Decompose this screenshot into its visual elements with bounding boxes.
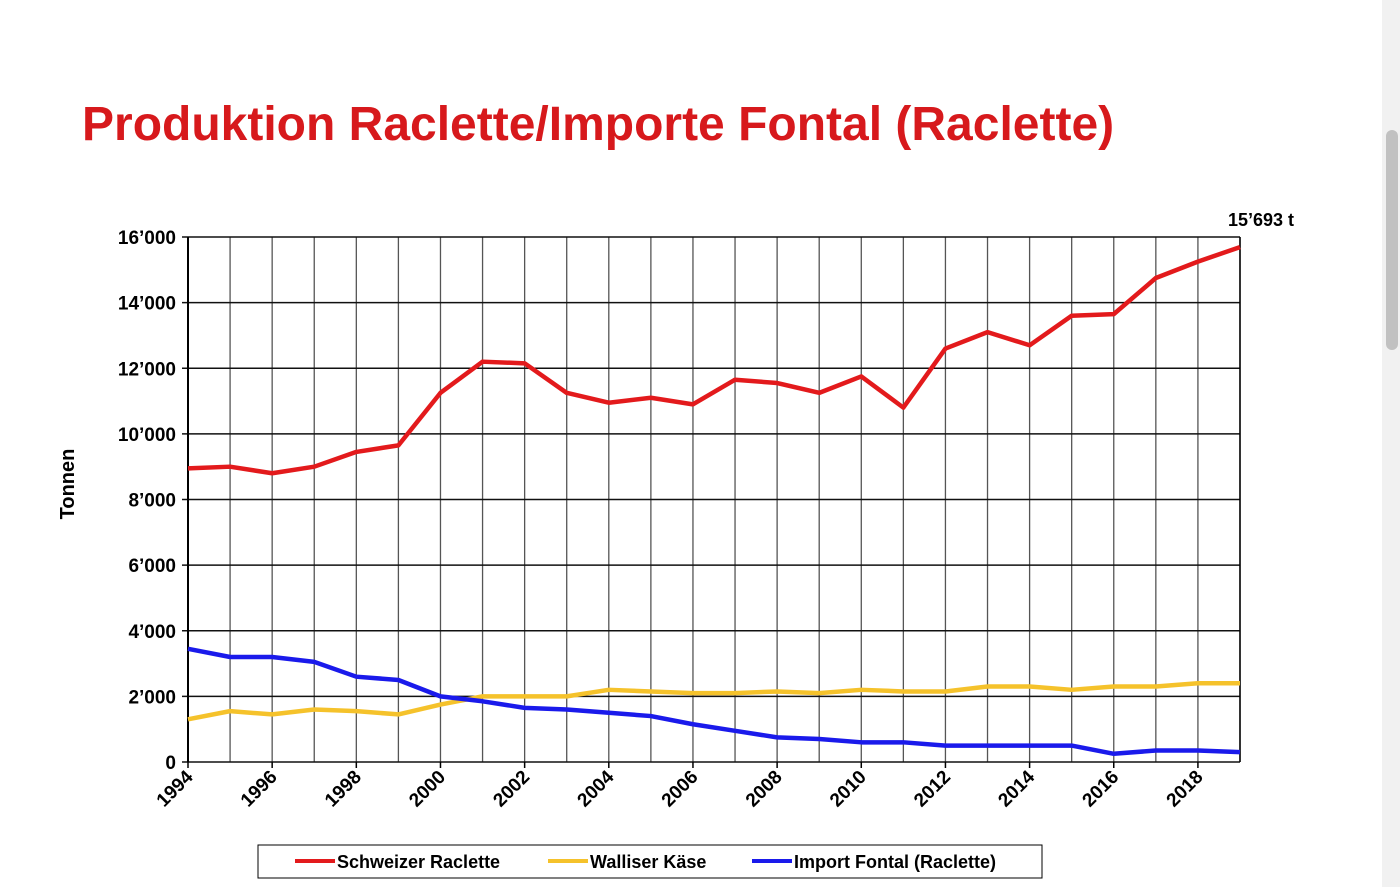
chart-title: Produktion Raclette/Importe Fontal (Racl… bbox=[82, 98, 1114, 151]
y-tick-label: 8’000 bbox=[128, 491, 176, 512]
legend-label: Import Fontal (Raclette) bbox=[794, 852, 996, 872]
x-tick-label: 2002 bbox=[489, 767, 534, 812]
legend-label: Schweizer Raclette bbox=[337, 852, 500, 872]
x-tick-label: 2000 bbox=[405, 767, 450, 812]
legend-label: Walliser Käse bbox=[590, 852, 706, 872]
y-tick-label: 0 bbox=[165, 753, 176, 774]
x-tick-label: 2012 bbox=[910, 767, 955, 812]
x-tick-label: 2006 bbox=[658, 767, 703, 812]
series-line bbox=[187, 646, 1241, 757]
y-tick-label: 2’000 bbox=[128, 687, 176, 708]
x-tick-label: 2004 bbox=[574, 766, 619, 811]
y-axis-label: Tonnen bbox=[57, 449, 79, 520]
x-tick-label: 2016 bbox=[1079, 767, 1124, 812]
x-tick-label: 2014 bbox=[994, 766, 1039, 811]
y-tick-label: 14’000 bbox=[118, 294, 176, 315]
series-line bbox=[187, 681, 1240, 722]
y-tick-label: 10’000 bbox=[118, 425, 176, 446]
y-tick-label: 6’000 bbox=[128, 556, 176, 577]
x-tick-label: 2010 bbox=[826, 767, 871, 812]
scrollbar-thumb[interactable] bbox=[1386, 130, 1398, 350]
series-line bbox=[187, 244, 1241, 476]
annotation: 15’693 t bbox=[1228, 210, 1294, 230]
x-tick-label: 1998 bbox=[321, 767, 366, 812]
x-tick-label: 2008 bbox=[742, 767, 787, 812]
y-tick-label: 4’000 bbox=[128, 622, 176, 643]
x-tick-label: 1996 bbox=[237, 767, 282, 812]
legend bbox=[257, 844, 1043, 879]
y-tick-label: 16’000 bbox=[118, 228, 176, 249]
y-tick-label: 12’000 bbox=[118, 359, 176, 380]
x-tick-label: 2018 bbox=[1163, 767, 1208, 812]
x-tick-label: 1994 bbox=[153, 766, 198, 811]
